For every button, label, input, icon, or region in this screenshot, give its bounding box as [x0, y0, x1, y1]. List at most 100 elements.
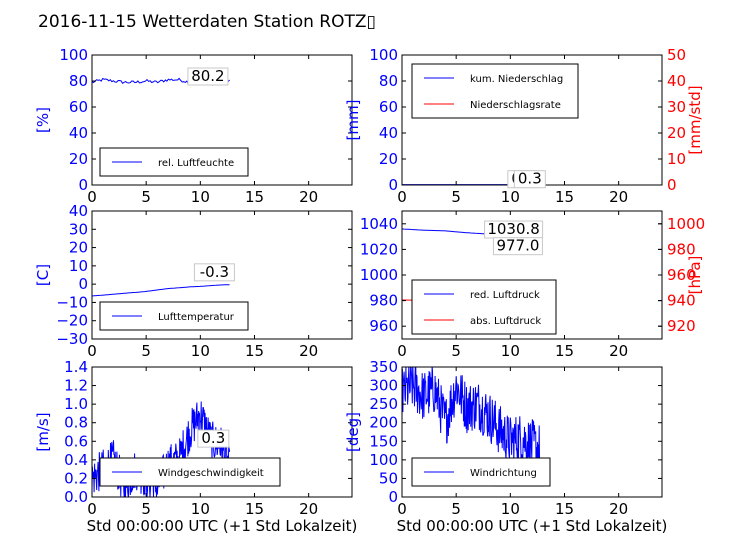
axes-frame	[91, 54, 353, 186]
y2-tick-label: 0	[667, 176, 677, 194]
y-tick-label: 10	[69, 257, 88, 275]
x-tick-label: 20	[609, 188, 628, 206]
y-tick-label: 250	[369, 395, 398, 413]
annotation-label: -0.3	[200, 263, 229, 281]
y2-tick-label: 40	[667, 72, 686, 90]
x-tick-label: 15	[555, 188, 574, 206]
x-tick-label: 5	[141, 342, 151, 360]
legend-label: red. Luftdruck	[470, 290, 540, 301]
y2-tick-label: 20	[667, 124, 686, 142]
y-tick-label: 0.0	[64, 488, 88, 506]
x-tick-label: 0	[397, 500, 407, 518]
y-tick-label: 0.6	[64, 432, 88, 450]
x-tick-label: 10	[191, 500, 210, 518]
x-tick-label: 0	[397, 188, 407, 206]
y-tick-label: 80	[69, 72, 88, 90]
legend-box	[411, 63, 579, 119]
y-tick-label: 1040	[360, 215, 398, 233]
y-axis-label: [%]	[34, 107, 52, 133]
y-tick-label: 0	[78, 176, 88, 194]
y2-tick-label: 30	[667, 98, 686, 116]
x-tick-label: 10	[501, 500, 520, 518]
axes-frame	[91, 366, 353, 498]
x-tick-label: 10	[501, 342, 520, 360]
y-tick-label: 1020	[360, 240, 398, 258]
y-tick-label: 60	[69, 98, 88, 116]
y-tick-label: 0.2	[64, 469, 88, 487]
x-tick-label: 0	[87, 342, 97, 360]
y2-tick-label: 10	[667, 150, 686, 168]
y-tick-label: 0	[78, 275, 88, 293]
y-tick-label: −30	[56, 330, 88, 348]
axes-frame	[401, 366, 663, 498]
y-tick-label: 1.4	[64, 358, 88, 376]
y-axis-label: [C]	[34, 264, 52, 286]
y2-tick-label: 960	[667, 266, 696, 284]
y2-tick-label: 940	[667, 292, 696, 310]
y-tick-label: 200	[369, 414, 398, 432]
y-tick-label: 20	[379, 150, 398, 168]
y-tick-label: 40	[379, 124, 398, 142]
y-tick-label: 60	[379, 98, 398, 116]
annotation-label: 0.3	[518, 170, 542, 188]
y-tick-label: −20	[56, 312, 88, 330]
x-tick-label: 15	[245, 342, 264, 360]
x-tick-label: 0	[87, 188, 97, 206]
x-tick-label: 10	[191, 342, 210, 360]
y-axis-label: [m/s]	[34, 412, 52, 451]
x-tick-label: 20	[299, 500, 318, 518]
legend-label: abs. Luftdruck	[470, 316, 541, 327]
y2-axis-label: [mm/std]	[686, 85, 704, 154]
annotation-label: 977.0	[496, 237, 539, 255]
y-tick-label: 50	[379, 469, 398, 487]
x-tick-label: 0	[87, 500, 97, 518]
legend-box	[99, 147, 249, 177]
x-tick-label: 20	[609, 342, 628, 360]
y2-axis-label: [hPa]	[686, 256, 704, 295]
y-tick-label: 350	[369, 358, 398, 376]
annotation-label: 1030.8	[487, 220, 540, 238]
y-tick-label: 0	[388, 488, 398, 506]
x-tick-label: 20	[299, 342, 318, 360]
chart-panel: 05101520050100150200250300350[deg]130.6W…	[344, 358, 663, 518]
y-tick-label: 1000	[360, 266, 398, 284]
x-axis-label: Std 00:00:00 UTC (+1 Std Lokalzeit)	[87, 517, 358, 535]
chart-panel: 0 5 10 15 20 0 20 40 60 80 100 0 10 20 30 40 50 [mm] [mm/s…	[344, 46, 704, 206]
annotation-box	[492, 237, 543, 256]
y-tick-label: 100	[369, 46, 398, 64]
y-tick-label: 960	[369, 317, 398, 335]
legend-label: Niederschlagsrate	[470, 100, 561, 111]
legend-label: kum. Niederschlag	[470, 74, 563, 85]
y-tick-label: 40	[69, 202, 88, 220]
annotation-box	[513, 170, 546, 189]
y-axis-label: [deg]	[344, 412, 362, 452]
x-tick-label: 15	[245, 188, 264, 206]
y-tick-label: 300	[369, 377, 398, 395]
legend-box	[411, 279, 557, 335]
annotation-label: 0.3	[201, 429, 225, 447]
x-tick-label: 15	[555, 342, 574, 360]
y-tick-label: 30	[69, 220, 88, 238]
annotation-box	[193, 263, 235, 282]
y-tick-label: 100	[369, 451, 398, 469]
y-tick-label: 100	[59, 46, 88, 64]
legend-label: Windgeschwindigkeit	[158, 468, 264, 479]
x-tick-label: 20	[299, 188, 318, 206]
y2-tick-label: 1000	[667, 215, 705, 233]
x-tick-label: 15	[555, 500, 574, 518]
series-line	[92, 284, 230, 297]
y2-tick-label: 50	[667, 46, 686, 64]
legend-label: Lufttemperatur	[158, 312, 235, 323]
y-tick-label: 150	[369, 432, 398, 450]
chart-panel: 0 5 10 15 20 0 20 40 60 80 100 [%] 80.2 rel. Luftfeuc…	[34, 46, 353, 206]
x-tick-label: 5	[451, 500, 461, 518]
x-tick-label: 20	[609, 500, 628, 518]
y-tick-label: 0.8	[64, 414, 88, 432]
axes-frame	[91, 210, 353, 340]
legend-label: rel. Luftfeuchte	[158, 158, 234, 169]
chart-panel: 0 5 10 15 20 0.00.20.40.60.81.01.21.4 [m/s] 0.3…	[34, 358, 353, 518]
y-tick-label: 1.0	[64, 395, 88, 413]
y-tick-label: 40	[69, 124, 88, 142]
